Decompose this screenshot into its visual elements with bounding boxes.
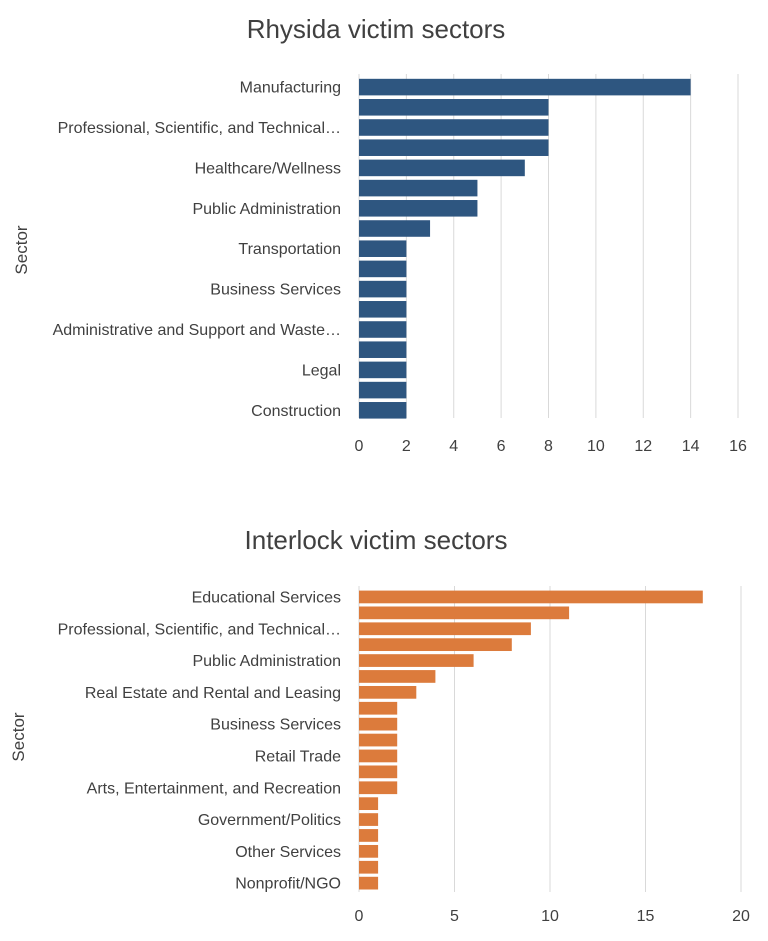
x-tick-label: 15 (637, 908, 655, 925)
category-label: Manufacturing (240, 80, 341, 97)
bar (359, 321, 407, 338)
bar (359, 622, 531, 636)
x-tick-label: 8 (544, 438, 553, 455)
category-label: Professional, Scientific, and Technical… (58, 621, 341, 638)
bar (359, 860, 379, 874)
category-label: Public Administration (192, 201, 341, 218)
bar (359, 99, 549, 116)
x-tick-label: 4 (449, 438, 458, 455)
bar (359, 200, 478, 217)
x-tick-labels: 0 2 4 6 8 10 12 14 16 (355, 438, 747, 455)
category-label: Educational Services (192, 589, 341, 606)
category-label: Legal (302, 362, 341, 379)
category-label: Business Services (210, 717, 341, 734)
bar (359, 685, 417, 699)
x-tick-label: 6 (497, 438, 506, 455)
x-tick-label: 2 (402, 438, 411, 455)
category-label: Business Services (210, 282, 341, 299)
category-label: Transportation (238, 241, 341, 258)
bar (359, 301, 407, 318)
x-tick-label: 0 (355, 908, 364, 925)
bar (359, 139, 549, 156)
category-label: Public Administration (192, 653, 341, 670)
bar (359, 717, 398, 731)
x-tick-label: 14 (682, 438, 700, 455)
x-tick-label: 10 (587, 438, 605, 455)
category-label: Healthcare/Wellness (195, 160, 341, 177)
bar (359, 733, 398, 747)
bar (359, 590, 703, 604)
chart-title: Rhysida victim sectors (247, 14, 506, 44)
category-label: Real Estate and Rental and Leasing (85, 685, 341, 702)
bar (359, 78, 691, 96)
bar (359, 797, 379, 811)
bar (359, 654, 474, 667)
bar (359, 240, 407, 257)
bar (359, 844, 379, 858)
bar (359, 606, 570, 620)
bar (359, 402, 407, 419)
bar (359, 701, 398, 715)
bar (359, 220, 431, 237)
category-labels: Educational Services Professional, Scient… (58, 589, 342, 892)
chart-title: Interlock victim sectors (245, 525, 508, 555)
category-label: Nonprofit/NGO (235, 876, 341, 893)
bar (359, 341, 407, 358)
category-label: Construction (251, 403, 341, 420)
y-axis-label: Sector (12, 225, 31, 274)
bar (359, 876, 379, 890)
bar (359, 670, 436, 683)
category-label: Other Services (235, 844, 341, 861)
bar (359, 119, 549, 136)
bar (359, 829, 379, 842)
bar (359, 381, 407, 399)
bars (359, 590, 703, 890)
bar (359, 765, 398, 779)
x-tick-label: 0 (355, 438, 364, 455)
category-labels: Manufacturing Professional, Scientific, a… (53, 80, 341, 420)
x-tick-label: 16 (729, 438, 747, 455)
bar (359, 280, 407, 298)
bar (359, 813, 379, 826)
x-tick-label: 12 (634, 438, 652, 455)
bar (359, 260, 407, 278)
category-label: Administrative and Support and Waste… (53, 322, 341, 339)
y-axis-label: Sector (9, 712, 28, 761)
category-label: Government/Politics (198, 812, 341, 829)
x-tick-label: 5 (450, 908, 459, 925)
bar (359, 638, 512, 652)
bar (359, 159, 525, 177)
category-label: Arts, Entertainment, and Recreation (87, 780, 341, 797)
x-tick-label: 10 (541, 908, 559, 925)
x-tick-label: 20 (732, 908, 750, 925)
bar (359, 361, 407, 379)
interlock-chart: Interlock victim sectors Sector Educatio… (9, 525, 750, 925)
category-label: Professional, Scientific, and Technical… (58, 120, 341, 137)
bar (359, 749, 398, 763)
bars (359, 78, 691, 419)
bar (359, 781, 398, 795)
category-label: Retail Trade (255, 748, 341, 765)
bar (359, 179, 478, 197)
rhysida-chart: Rhysida victim sectors Sector Manufactur… (12, 14, 747, 455)
x-tick-labels: 0 5 10 15 20 (355, 908, 750, 925)
